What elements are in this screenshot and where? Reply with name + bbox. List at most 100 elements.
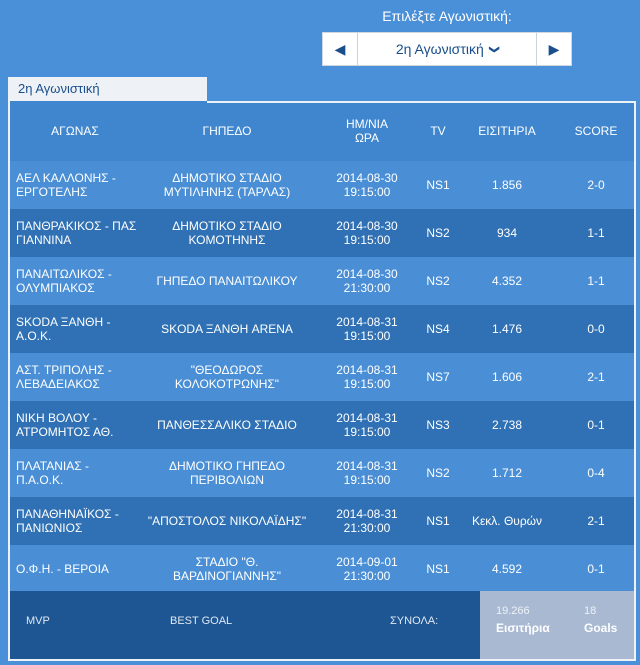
match-cell: ΑΕΛ ΚΑΛΛΟΝΗΣ - ΕΡΓΟΤΕΛΗΣ — [10, 161, 140, 209]
table-row: SKODA ΞΑΝΘΗ - Α.Ο.Κ. SKODA ΞΑΝΘΗ ARENA 2… — [10, 305, 634, 353]
match-cell: ΠΑΝΑΘΗΝΑΪΚΟΣ - ΠΑΝΙΩΝΙΟΣ — [10, 497, 140, 545]
date-text: 2014-08-30 — [336, 267, 398, 281]
header-time: ΩΡΑ — [354, 131, 380, 145]
tickets-cell: 2.738 — [456, 401, 558, 449]
goals-total-label: Goals — [584, 621, 618, 635]
tv-cell: NS4 — [420, 305, 456, 353]
score-cell: 2-0 — [558, 161, 634, 209]
tickets-cell: 1.856 — [456, 161, 558, 209]
score-cell: 1-1 — [558, 209, 634, 257]
totals-label: ΣΥΝΟΛΑ: — [390, 615, 439, 627]
datetime-cell: 2014-08-30 19:15:00 — [314, 161, 420, 209]
round-dropdown-value: 2η Αγωνιστική — [395, 41, 484, 57]
header-tv: TV — [420, 101, 456, 161]
stadium-cell: ΠΑΝΘΕΣΣΑΛΙΚΟ ΣΤΑΔΙΟ — [140, 401, 314, 449]
table-row: ΠΑΝΑΙΤΩΛΙΚΟΣ - ΟΛΥΜΠΙΑΚΟΣ ΓΗΠΕΔΟ ΠΑΝΑΙΤΩ… — [10, 257, 634, 305]
datetime-cell: 2014-08-31 19:15:00 — [314, 401, 420, 449]
stadium-cell: "ΑΠΟΣΤΟΛΟΣ ΝΙΚΟΛΑΪΔΗΣ" — [140, 497, 314, 545]
date-text: 2014-08-31 — [336, 459, 398, 473]
fixtures-panel: ΑΓΩΝΑΣ ΓΗΠΕΔΟ ΗΜ/ΝΙΑ ΩΡΑ TV ΕΙΣΙΤΗΡΙΑ SC… — [8, 101, 636, 661]
tickets-cell: 4.352 — [456, 257, 558, 305]
datetime-cell: 2014-08-31 19:15:00 — [314, 305, 420, 353]
time-text: 21:30:00 — [343, 569, 391, 583]
round-selector: ◀ 2η Αγωνιστική ❯ ▶ — [322, 32, 572, 66]
score-cell: 2-1 — [558, 353, 634, 401]
round-selector-label: Επιλέξτε Αγωνιστική: — [382, 8, 512, 24]
table-header-row: ΑΓΩΝΑΣ ΓΗΠΕΔΟ ΗΜ/ΝΙΑ ΩΡΑ TV ΕΙΣΙΤΗΡΙΑ SC… — [10, 101, 634, 161]
match-cell: ΝΙΚΗ ΒΟΛΟΥ - ΑΤΡΟΜΗΤΟΣ ΑΘ. — [10, 401, 140, 449]
header-date: ΗΜ/ΝΙΑ — [346, 117, 388, 131]
tv-cell: NS2 — [420, 449, 456, 497]
time-text: 19:15:00 — [343, 329, 391, 343]
arrow-left-icon: ◀ — [334, 40, 346, 57]
next-round-button[interactable]: ▶ — [536, 33, 571, 65]
stadium-cell: ΓΗΠΕΔΟ ΠΑΝΑΙΤΩΛΙΚΟΥ — [140, 257, 314, 305]
arrow-right-icon: ▶ — [548, 40, 560, 57]
date-text: 2014-08-31 — [336, 315, 398, 329]
stadium-cell: ΣΤΑΔΙΟ "Θ. ΒΑΡΔΙΝΟΓΙΑΝΝΗΣ" — [140, 545, 314, 593]
totals-box: 19.266 Εισιτήρια 18 Goals — [480, 591, 634, 659]
stadium-cell: ΔΗΜΟΤΙΚΟ ΓΗΠΕΔΟ ΠΕΡΙΒΟΛΙΩΝ — [140, 449, 314, 497]
date-text: 2014-09-01 — [336, 555, 398, 569]
score-cell: 1-1 — [558, 257, 634, 305]
tickets-total-label: Εισιτήρια — [496, 621, 550, 635]
match-cell: ΠΛΑΤΑΝΙΑΣ - Π.Α.Ο.Κ. — [10, 449, 140, 497]
datetime-cell: 2014-08-31 19:15:00 — [314, 353, 420, 401]
match-cell: ΠΑΝΑΙΤΩΛΙΚΟΣ - ΟΛΥΜΠΙΑΚΟΣ — [10, 257, 140, 305]
tickets-cell: 1.606 — [456, 353, 558, 401]
tv-cell: NS1 — [420, 161, 456, 209]
header-datetime: ΗΜ/ΝΙΑ ΩΡΑ — [314, 101, 420, 161]
tv-cell: NS3 — [420, 401, 456, 449]
tv-cell: NS2 — [420, 257, 456, 305]
totals-footer: MVP BEST GOAL ΣΥΝΟΛΑ: 19.266 Εισιτήρια 1… — [10, 591, 634, 659]
date-text: 2014-08-30 — [336, 171, 398, 185]
match-cell: ΑΣΤ. ΤΡΙΠΟΛΗΣ - ΛΕΒΑΔΕΙΑΚΟΣ — [10, 353, 140, 401]
table-row: ΠΑΝΘΡΑΚΙΚΟΣ - ΠΑΣ ΓΙΑΝΝΙΝΑ ΔΗΜΟΤΙΚΟ ΣΤΑΔ… — [10, 209, 634, 257]
score-cell: 0-1 — [558, 401, 634, 449]
score-cell: 0-0 — [558, 305, 634, 353]
time-text: 19:15:00 — [343, 377, 391, 391]
table-row: ΑΕΛ ΚΑΛΛΟΝΗΣ - ΕΡΓΟΤΕΛΗΣ ΔΗΜΟΤΙΚΟ ΣΤΑΔΙΟ… — [10, 161, 634, 209]
datetime-cell: 2014-09-01 21:30:00 — [314, 545, 420, 593]
header-match: ΑΓΩΝΑΣ — [10, 101, 140, 161]
stadium-cell: "ΘΕΟΔΩΡΟΣ ΚΟΛΟΚΟΤΡΩΝΗΣ" — [140, 353, 314, 401]
stadium-cell: SKODA ΞΑΝΘΗ ARENA — [140, 305, 314, 353]
time-text: 21:30:00 — [343, 521, 391, 535]
match-cell: SKODA ΞΑΝΘΗ - Α.Ο.Κ. — [10, 305, 140, 353]
table-row: ΑΣΤ. ΤΡΙΠΟΛΗΣ - ΛΕΒΑΔΕΙΑΚΟΣ "ΘΕΟΔΩΡΟΣ ΚΟ… — [10, 353, 634, 401]
datetime-cell: 2014-08-30 19:15:00 — [314, 209, 420, 257]
chevron-down-icon: ❯ — [488, 44, 500, 54]
tv-cell: NS1 — [420, 545, 456, 593]
tickets-cell: 934 — [456, 209, 558, 257]
datetime-cell: 2014-08-30 21:30:00 — [314, 257, 420, 305]
table-row: ΠΑΝΑΘΗΝΑΪΚΟΣ - ΠΑΝΙΩΝΙΟΣ "ΑΠΟΣΤΟΛΟΣ ΝΙΚΟ… — [10, 497, 634, 545]
previous-round-button[interactable]: ◀ — [323, 33, 358, 65]
table-row: Ο.Φ.Η. - ΒΕΡΟΙΑ ΣΤΑΔΙΟ "Θ. ΒΑΡΔΙΝΟΓΙΑΝΝΗ… — [10, 545, 634, 593]
tab-round[interactable]: 2η Αγωνιστική — [8, 77, 207, 101]
date-text: 2014-08-31 — [336, 507, 398, 521]
match-cell: Ο.Φ.Η. - ΒΕΡΟΙΑ — [10, 545, 140, 593]
tickets-cell: Κεκλ. Θυρών — [456, 497, 558, 545]
table-row: ΠΛΑΤΑΝΙΑΣ - Π.Α.Ο.Κ. ΔΗΜΟΤΙΚΟ ΓΗΠΕΔΟ ΠΕΡ… — [10, 449, 634, 497]
tv-cell: NS2 — [420, 209, 456, 257]
date-text: 2014-08-30 — [336, 219, 398, 233]
time-text: 19:15:00 — [343, 425, 391, 439]
awards-bar: MVP BEST GOAL ΣΥΝΟΛΑ: — [10, 591, 480, 659]
best-goal-label[interactable]: BEST GOAL — [170, 615, 233, 627]
score-cell: 0-4 — [558, 449, 634, 497]
round-dropdown[interactable]: 2η Αγωνιστική ❯ — [358, 33, 536, 65]
score-cell: 2-1 — [558, 497, 634, 545]
score-cell: 0-1 — [558, 545, 634, 593]
fixtures-table: ΑΓΩΝΑΣ ΓΗΠΕΔΟ ΗΜ/ΝΙΑ ΩΡΑ TV ΕΙΣΙΤΗΡΙΑ SC… — [10, 101, 634, 593]
datetime-cell: 2014-08-31 19:15:00 — [314, 449, 420, 497]
time-text: 19:15:00 — [343, 233, 391, 247]
stadium-cell: ΔΗΜΟΤΙΚΟ ΣΤΑΔΙΟ ΚΟΜΟΤΗΝΗΣ — [140, 209, 314, 257]
date-text: 2014-08-31 — [336, 411, 398, 425]
tv-cell: NS1 — [420, 497, 456, 545]
time-text: 19:15:00 — [343, 473, 391, 487]
tickets-cell: 1.476 — [456, 305, 558, 353]
time-text: 21:30:00 — [343, 281, 391, 295]
mvp-label[interactable]: MVP — [26, 615, 50, 627]
goals-total: 18 — [584, 605, 597, 617]
stadium-cell: ΔΗΜΟΤΙΚΟ ΣΤΑΔΙΟ ΜΥΤΙΛΗΝΗΣ (ΤΑΡΛΑΣ) — [140, 161, 314, 209]
